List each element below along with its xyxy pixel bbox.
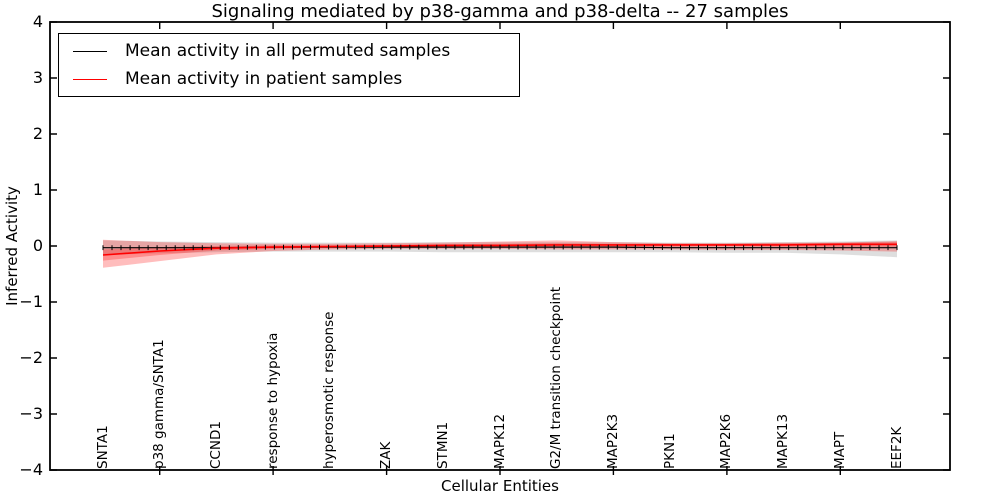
x-tick-label: STMN1 — [434, 421, 451, 469]
legend-label: Mean activity in patient samples — [125, 69, 403, 89]
x-tick-label: MAPT — [831, 431, 848, 469]
y-tick-label: −4 — [19, 460, 43, 479]
x-tick-label: p38 gamma/SNTA1 — [151, 339, 168, 469]
legend-line-sample-permuted — [73, 50, 107, 52]
x-tick-label: G2/M transition checkpoint — [548, 286, 565, 469]
chart-title: Signaling mediated by p38-gamma and p38-… — [211, 1, 789, 22]
x-tick-label: CCND1 — [207, 421, 224, 469]
axis-ticks — [50, 21, 950, 475]
y-tick-label: 2 — [32, 124, 43, 143]
legend: Mean activity in all permuted samples Me… — [58, 33, 520, 97]
x-tick-label: response to hypoxia — [264, 332, 281, 469]
x-tick-label: EEF2K — [888, 426, 905, 469]
x-tick-label: PKN1 — [661, 433, 678, 469]
y-tick-label: 4 — [32, 12, 43, 31]
x-tick-label: ZAK — [378, 441, 395, 469]
y-tick-label: −2 — [19, 348, 43, 367]
x-tick-label: SNTA1 — [94, 425, 111, 469]
x-tick-label: MAP2K6 — [718, 413, 735, 469]
y-tick-label: −1 — [19, 292, 43, 311]
legend-item: Mean activity in patient samples — [73, 69, 519, 89]
legend-line-sample-patient — [73, 78, 107, 80]
sample-tick-markers — [102, 244, 898, 251]
x-tick-label: hyperosmotic response — [321, 311, 338, 469]
y-tick-label: 1 — [32, 180, 43, 199]
x-tick-label: MAPK12 — [491, 413, 508, 469]
legend-label: Mean activity in all permuted samples — [125, 41, 451, 61]
x-tick-label: MAP2K3 — [604, 413, 621, 469]
x-axis-label: Cellular Entities — [441, 477, 559, 495]
y-tick-label: −3 — [19, 404, 43, 423]
y-tick-label: 0 — [32, 236, 43, 255]
y-tick-label: 3 — [32, 68, 43, 87]
legend-item: Mean activity in all permuted samples — [73, 41, 519, 61]
x-tick-label: MAPK13 — [775, 413, 792, 469]
